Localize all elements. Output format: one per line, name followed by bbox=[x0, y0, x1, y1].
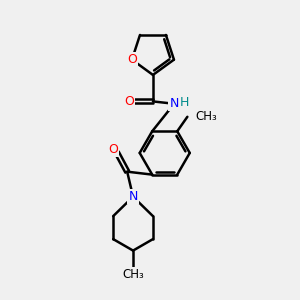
Text: N: N bbox=[128, 190, 138, 203]
Text: CH₃: CH₃ bbox=[122, 268, 144, 281]
Text: H: H bbox=[179, 96, 189, 109]
Text: CH₃: CH₃ bbox=[196, 110, 217, 123]
Text: O: O bbox=[108, 143, 118, 156]
Text: N: N bbox=[169, 97, 179, 110]
Text: O: O bbox=[124, 95, 134, 108]
Text: O: O bbox=[127, 53, 137, 66]
